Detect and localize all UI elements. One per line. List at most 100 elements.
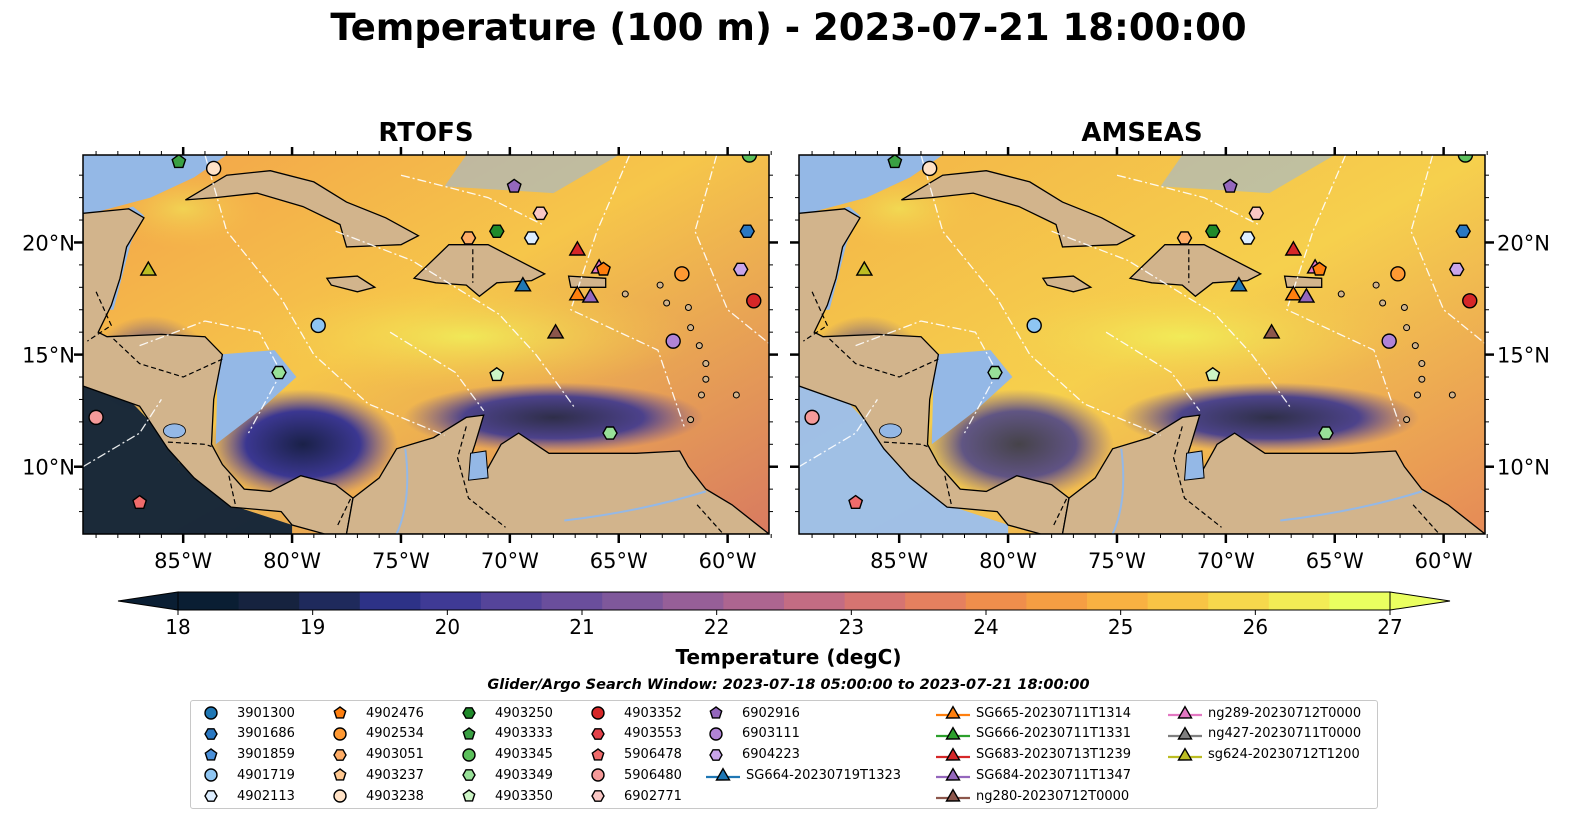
marker-4903345: [1457, 155, 1474, 163]
legend-marker: [936, 726, 970, 740]
lon-tick-label: 80°W: [979, 549, 1037, 573]
legend-marker: [204, 706, 218, 720]
legend-triangle-icon: [945, 705, 961, 719]
colorbar-segment: [602, 592, 664, 610]
colorbar-tick-label: 25: [1107, 615, 1134, 639]
legend-item: 4903238: [330, 786, 424, 806]
legend-label: 4903237: [366, 767, 424, 783]
marker-ng280-20230712T0000: [1262, 323, 1281, 339]
marker-SG684-20230711T1347: [1297, 287, 1316, 303]
marker-SG665-20230711T1314: [568, 285, 587, 301]
eez-line-5: [83, 399, 162, 468]
page-title: Temperature (100 m) - 2023-07-21 18:00:0…: [330, 6, 1247, 49]
legend-label: SG666-20230711T1331: [976, 726, 1132, 742]
marker-4903051: [1176, 231, 1193, 245]
legend-label: 6902916: [742, 705, 800, 721]
lon-tick-label: 65°W: [1306, 549, 1364, 573]
marker-4902534: [1390, 266, 1406, 282]
colorbar-segment: [299, 592, 361, 610]
legend-item: 5906478: [588, 745, 682, 765]
legend-circle-icon: [591, 706, 605, 720]
legend-item: SG683-20230713T1239: [936, 745, 1131, 765]
central-america-land: [799, 208, 1070, 534]
marker-4902476: [1311, 261, 1327, 276]
legend-marker: [204, 768, 218, 783]
river-orinoco: [564, 490, 707, 522]
legend-label: 6902771: [624, 788, 682, 804]
legend-triangle-icon: [715, 767, 731, 782]
legend-item: SG684-20230711T1347: [936, 765, 1131, 785]
marker-4901719: [310, 317, 326, 334]
lat-tick-label-left: 10°N: [22, 456, 75, 480]
legend-item: ng289-20230712T0000: [1168, 703, 1361, 723]
marker-6903111: [665, 333, 681, 349]
legend-item: SG664-20230719T1323: [706, 765, 901, 785]
marker-3901686: [739, 224, 756, 239]
marker-6903111: [1381, 333, 1397, 349]
marker-SG683-20230713T1239: [1284, 240, 1303, 256]
legend-circle-icon: [462, 747, 476, 762]
lake-nicaragua: [879, 423, 902, 439]
border-4: [1053, 497, 1068, 526]
legend-item: 4903051: [330, 745, 424, 765]
island-5: [687, 416, 695, 424]
legend-pentagon-icon: [204, 747, 218, 761]
colorbar-segment: [420, 592, 482, 610]
legend-item: 6903111: [706, 724, 800, 744]
legend-label: 4902113: [237, 788, 295, 804]
marker-5906478: [132, 494, 148, 509]
legend-marker: [709, 727, 723, 741]
border-2: [167, 441, 212, 448]
legend-circle-icon: [204, 706, 218, 720]
legend-item: 4903553: [588, 724, 682, 744]
puerto-rico-land: [1283, 275, 1323, 288]
legend: 3901300 3901686 3901859 4901719 4902113 49024…: [190, 700, 1378, 809]
legend-label: 4903250: [495, 705, 553, 721]
legend-marker: [936, 767, 970, 782]
legend-item: 4903345: [459, 745, 553, 765]
south-america-land: [1061, 414, 1485, 534]
island-2: [1418, 360, 1426, 368]
legend-item: 3901686: [201, 724, 295, 744]
eez-line-1: [335, 230, 576, 409]
legend-hexagon-icon: [709, 748, 723, 761]
central-america-land: [83, 208, 354, 534]
bahamas-banks: [444, 155, 619, 194]
eez-line-6: [1410, 155, 1485, 344]
south-america-land: [345, 414, 769, 534]
lon-tick-label: 85°W: [870, 549, 928, 573]
legend-hexagon-icon: [462, 707, 476, 719]
colorbar-segment: [1147, 592, 1209, 610]
legend-pentagon-icon: [462, 789, 476, 802]
eez-line-6: [694, 155, 769, 344]
legend-item: 4903352: [588, 703, 682, 723]
legend-label: 4903350: [495, 788, 553, 804]
legend-label: 6903111: [742, 726, 800, 742]
legend-item: 6902916: [706, 703, 800, 723]
lat-tick-label-right: 10°N: [1497, 456, 1550, 480]
legend-hexagon-icon: [204, 727, 218, 740]
pacific-shade: [799, 386, 1009, 534]
legend-label: SG683-20230713T1239: [976, 747, 1132, 763]
lon-tick-label: 80°W: [263, 549, 321, 573]
island-5: [1403, 416, 1411, 424]
marker-6902916: [506, 178, 522, 193]
legend-pentagon-icon: [333, 706, 347, 719]
legend-label: 4903352: [624, 705, 682, 721]
lake-maracaibo: [467, 450, 489, 481]
legend-label: ng280-20230712T0000: [976, 788, 1130, 804]
colorbar-segment: [1329, 592, 1391, 610]
cuba-land: [901, 170, 1136, 248]
legend-circle-icon: [333, 789, 347, 803]
legend-marker: [706, 767, 740, 782]
legend-label: SG664-20230719T1323: [746, 767, 902, 783]
colorbar-tick-label: 19: [299, 615, 326, 639]
colorbar-tick-label: 21: [569, 615, 595, 639]
marker-4903051: [460, 231, 477, 245]
colorbar-segment: [359, 592, 421, 610]
island-0: [687, 324, 695, 332]
legend-hexagon-icon: [591, 790, 605, 803]
lon-tick-label: 60°W: [1415, 549, 1473, 573]
lon-tick-label: 85°W: [154, 549, 212, 573]
legend-label: 5906480: [624, 767, 682, 783]
